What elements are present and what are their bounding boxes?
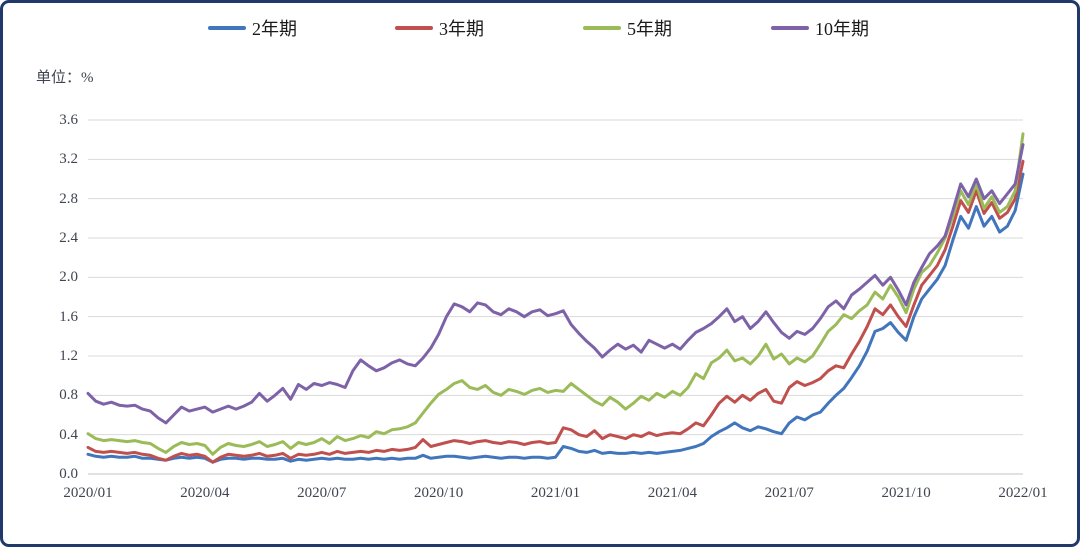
y-tick-label: 1.6 (59, 308, 78, 325)
x-tick-label: 2021/07 (764, 485, 814, 501)
legend-item-2: 3年期 (395, 15, 484, 41)
legend-item-3: 5年期 (583, 15, 672, 41)
y-tick-label: 0.0 (59, 466, 78, 482)
y-tick-label: 2.4 (59, 230, 78, 246)
legend-swatch (395, 26, 433, 30)
legend-item-1: 2年期 (208, 15, 297, 41)
x-tick-label: 2021/01 (530, 485, 581, 501)
x-tick-label: 2022/01 (998, 485, 1048, 501)
series-line-4 (86, 143, 1025, 425)
legend: 2年期 3年期 5年期 10年期 (3, 15, 1077, 41)
x-tick-label: 2020/10 (414, 485, 464, 501)
y-tick-label: 2.0 (59, 269, 78, 286)
legend-label: 10年期 (815, 19, 869, 39)
y-tick-label: 0.8 (59, 387, 78, 404)
series-line-3 (86, 132, 1025, 456)
x-tick-label: 2021/04 (647, 485, 697, 501)
y-tick-label: 0.4 (59, 426, 78, 443)
x-tick-label: 2020/07 (297, 485, 347, 501)
legend-item-4: 10年期 (771, 15, 869, 41)
legend-label: 2年期 (252, 19, 297, 39)
series-line-2 (86, 159, 1025, 464)
y-tick-label: 3.2 (59, 151, 78, 168)
y-tick-label: 3.6 (59, 112, 78, 128)
line-chart (86, 119, 1025, 475)
y-tick-label: 1.2 (59, 348, 78, 364)
legend-swatch (208, 26, 246, 30)
unit-label: 单位：% (36, 70, 94, 86)
legend-swatch (771, 26, 809, 30)
series-line-1 (86, 172, 1025, 464)
legend-label: 5年期 (627, 19, 672, 39)
legend-swatch (583, 26, 621, 30)
x-tick-label: 2020/04 (180, 485, 230, 501)
x-tick-label: 2021/10 (881, 485, 931, 501)
legend-label: 3年期 (439, 19, 484, 39)
y-tick-label: 2.8 (59, 190, 78, 207)
x-tick-label: 2020/01 (63, 485, 113, 501)
